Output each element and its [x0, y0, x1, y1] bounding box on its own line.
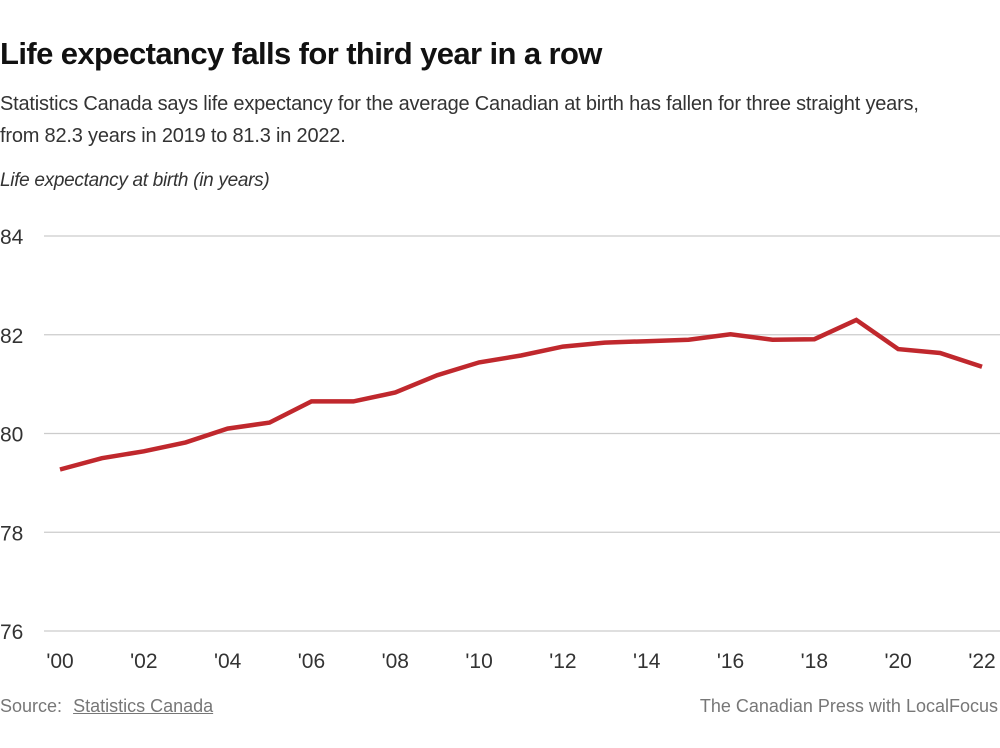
- x-tick-label: '02: [130, 650, 157, 673]
- y-tick-label: 82: [0, 325, 23, 348]
- source-label: Source:: [0, 696, 63, 716]
- x-tick-label: '12: [549, 650, 576, 673]
- y-axis-ticks: 84 82 80 78 76: [0, 226, 24, 644]
- series-line: [59, 317, 983, 472]
- chart-title: Life expectancy falls for third year in …: [0, 36, 602, 71]
- x-tick-label: '18: [801, 650, 828, 673]
- y-tick-label: 84: [0, 226, 24, 249]
- chart-subtitle: Statistics Canada says life expectancy f…: [0, 93, 919, 147]
- x-tick-label: '00: [46, 650, 73, 673]
- y-tick-label: 80: [0, 424, 23, 447]
- y-tick-label: 78: [0, 522, 23, 545]
- x-tick-label: '06: [298, 650, 325, 673]
- y-tick-label: 76: [0, 621, 23, 644]
- y-axis-label: Life expectancy at birth (in years): [0, 170, 270, 191]
- source-attribution: Source: Statistics Canada: [0, 696, 213, 717]
- x-tick-label: '08: [382, 650, 409, 673]
- x-axis-ticks: '00 '02 '04 '06 '08 '10 '12 '14 '16 '18 '20 '22: [46, 650, 995, 673]
- x-tick-label: '04: [214, 650, 242, 673]
- x-tick-label: '22: [968, 650, 995, 673]
- x-tick-label: '10: [465, 650, 492, 673]
- x-tick-label: '20: [884, 650, 911, 673]
- series-layer: [59, 317, 983, 472]
- credit-line: The Canadian Press with LocalFocus: [699, 696, 998, 716]
- gridlines: [44, 235, 1000, 632]
- source-link[interactable]: Statistics Canada: [73, 696, 214, 716]
- x-tick-label: '14: [633, 650, 661, 673]
- x-tick-label: '16: [717, 650, 744, 673]
